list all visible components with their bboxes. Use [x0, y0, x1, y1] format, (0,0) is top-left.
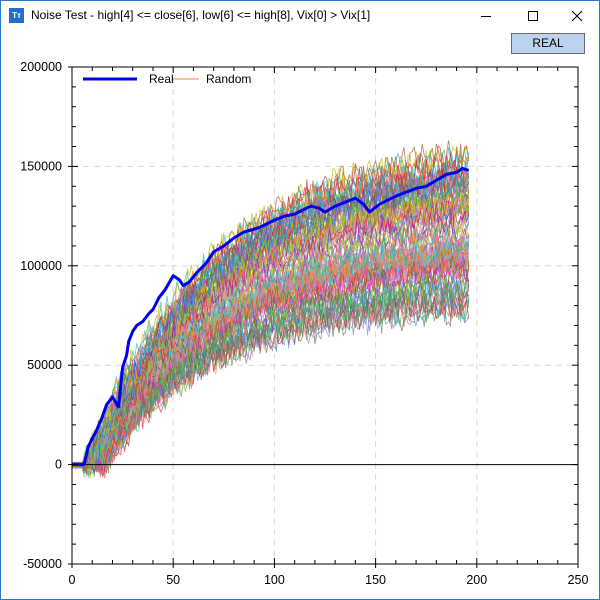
- legend-random-label: Random: [206, 72, 251, 86]
- app-icon: Tт: [9, 8, 24, 23]
- x-tick-label: 200: [466, 573, 487, 587]
- axes: 0 50 100 150 200 250 -50000 0 50000 100000 150000 2…: [20, 60, 588, 587]
- y-tick-label: 150000: [20, 159, 62, 173]
- y-tick-label: 200000: [20, 60, 62, 74]
- y-tick-label: 50000: [27, 358, 62, 372]
- close-icon: [571, 10, 583, 22]
- x-tick-label: 100: [264, 573, 285, 587]
- x-tick-label: 0: [69, 573, 76, 587]
- minimize-button[interactable]: [464, 1, 508, 31]
- y-tick-label: -50000: [23, 557, 62, 571]
- real-button[interactable]: REAL: [511, 33, 585, 54]
- x-tick-label: 150: [365, 573, 386, 587]
- maximize-button[interactable]: [511, 1, 555, 31]
- legend-real-label: Real: [149, 72, 174, 86]
- legend: Real Random: [83, 72, 251, 86]
- random-series: [71, 140, 470, 479]
- x-tick-label: 50: [166, 573, 180, 587]
- close-button[interactable]: [555, 1, 599, 31]
- noise-test-chart: 0 50 100 150 200 250 -50000 0 50000 100000 150000 2…: [20, 60, 588, 587]
- y-tick-label: 100000: [20, 259, 62, 273]
- window-title: Noise Test - high[4] <= close[6], low[6]…: [31, 8, 371, 22]
- real-series: [72, 166, 470, 467]
- minimize-icon: [481, 16, 491, 17]
- maximize-icon: [528, 11, 538, 21]
- y-tick-label: 0: [55, 458, 62, 472]
- title-bar[interactable]: Tт Noise Test - high[4] <= close[6], low…: [1, 1, 599, 31]
- x-tick-label: 250: [568, 573, 589, 587]
